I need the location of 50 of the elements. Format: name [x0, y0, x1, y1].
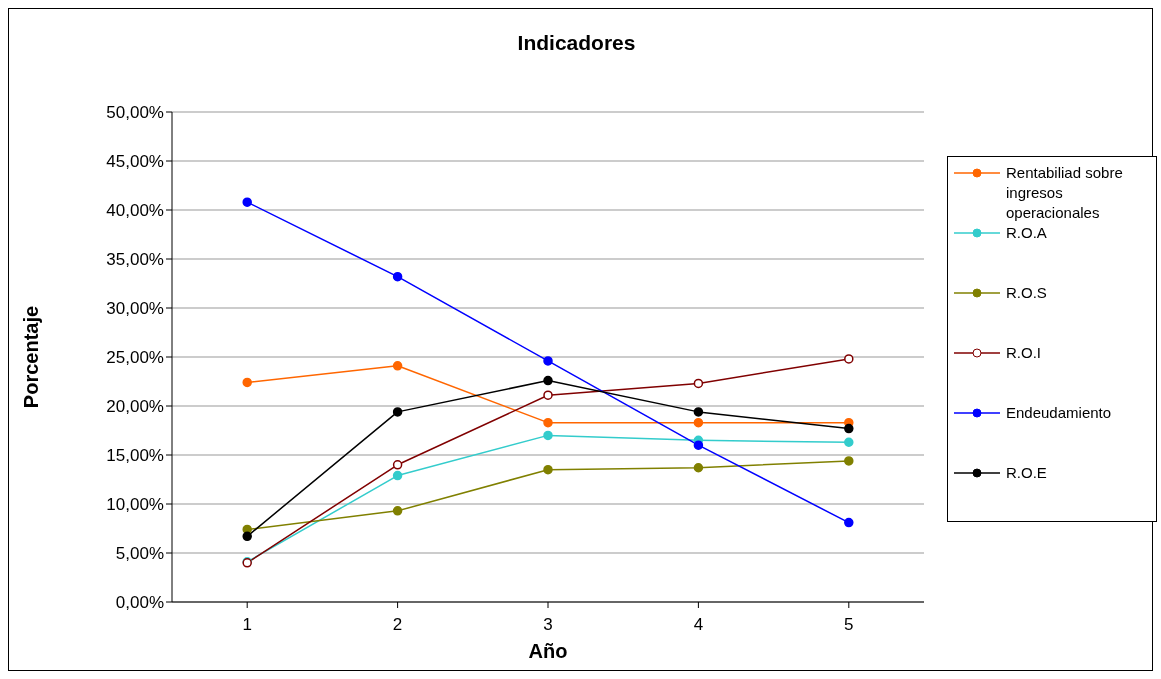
- x-tick-label: 2: [392, 615, 403, 635]
- x-tick-label: 4: [693, 615, 704, 635]
- y-tick-label: 35,00%: [106, 250, 164, 270]
- point: [392, 470, 403, 481]
- legend-label: R.O.E: [1006, 463, 1047, 483]
- legend-label: R.O.S: [1006, 283, 1047, 303]
- point: [844, 456, 854, 466]
- y-axis-title: Porcentaje: [20, 305, 43, 409]
- y-tick-label: 0,00%: [115, 593, 164, 613]
- legend-label: R.O.I: [1006, 343, 1042, 363]
- point: [693, 440, 704, 450]
- point: [392, 361, 403, 371]
- legend-label: Endeudamiento: [1006, 403, 1112, 423]
- y-tick-label: 40,00%: [106, 201, 164, 221]
- chart-title: Indicadores: [516, 31, 637, 55]
- x-axis-title: Año: [528, 640, 568, 662]
- point: [543, 430, 553, 441]
- y-tick-label: 50,00%: [106, 103, 164, 123]
- point: [693, 417, 704, 428]
- point: [543, 356, 553, 366]
- y-tick-label: 20,00%: [106, 397, 164, 417]
- point: [242, 377, 252, 388]
- point: [693, 407, 704, 417]
- point: [543, 375, 553, 386]
- x-tick-label: 1: [242, 615, 252, 635]
- point: [543, 417, 553, 428]
- y-tick-label: 25,00%: [106, 348, 164, 368]
- point: [844, 423, 854, 434]
- point: [242, 197, 252, 207]
- point: [392, 460, 403, 470]
- legend-label: Rentabiliad sobre ingresos operacionales: [1006, 163, 1124, 223]
- point: [392, 271, 403, 282]
- point: [844, 517, 854, 528]
- point: [693, 462, 704, 473]
- x-tick-label: 3: [543, 615, 553, 635]
- y-tick-label: 10,00%: [106, 495, 164, 515]
- point: [693, 378, 704, 389]
- point: [242, 531, 252, 542]
- point: [543, 390, 553, 400]
- legend-label: R.O.A: [1006, 223, 1047, 243]
- point: [844, 354, 854, 364]
- point: [844, 437, 854, 448]
- x-tick-label: 5: [844, 615, 854, 635]
- point: [543, 464, 553, 475]
- point: [392, 407, 403, 417]
- y-tick-label: 5,00%: [115, 544, 164, 564]
- y-tick-label: 30,00%: [106, 299, 164, 319]
- point: [392, 506, 403, 516]
- y-tick-label: 45,00%: [106, 152, 164, 172]
- y-tick-label: 15,00%: [106, 446, 164, 466]
